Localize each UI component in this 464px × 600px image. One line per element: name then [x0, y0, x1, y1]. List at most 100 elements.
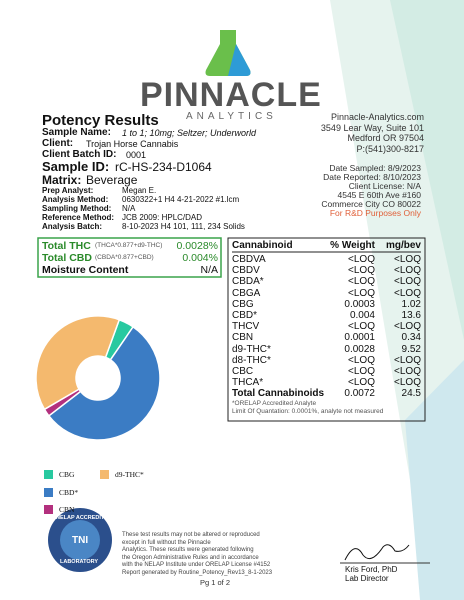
- legend-swatch: [44, 488, 53, 497]
- badge-text: NELAP ACCREDITED: [56, 515, 112, 521]
- disclaimer: with the NELAP Institute under ORELAP Li…: [122, 562, 271, 568]
- table-note: *ORELAP Accredited Analyte: [232, 400, 317, 408]
- total-label: Total THC: [42, 240, 91, 252]
- legend-swatch: [100, 470, 109, 479]
- pie-slice: [35, 315, 121, 411]
- total-value: N/A: [200, 264, 218, 276]
- bg-stripe: [390, 0, 464, 340]
- table-cell: <LOQ: [348, 287, 375, 299]
- pie-slice: [47, 325, 161, 441]
- label: Analysis Method:: [42, 195, 109, 204]
- signature: [344, 544, 410, 561]
- badge-text: LABORATORY: [60, 559, 99, 565]
- table-total: 24.5: [401, 388, 421, 400]
- table-header: Cannabinoid: [232, 240, 293, 251]
- address-line: Medford OR 97504: [347, 133, 424, 143]
- table-total: 0.0072: [344, 388, 375, 400]
- table-cell: 0.34: [401, 332, 421, 344]
- table-cell: 0.004: [349, 310, 375, 321]
- table-cell: <LOQ: [394, 254, 421, 265]
- table-cell: CBGA: [232, 287, 261, 299]
- total-formula: (THCA*0.877+d9-THC): [95, 242, 163, 249]
- bg-stripe: [405, 360, 464, 600]
- table-cell: <LOQ: [394, 366, 421, 377]
- table-cell: CBG: [232, 298, 254, 310]
- table-cell: 13.6: [401, 310, 421, 321]
- disclaimer: Analytics. These results were generated …: [122, 547, 254, 553]
- table-header: mg/bev: [385, 240, 421, 251]
- table-cell: <LOQ: [348, 377, 375, 389]
- label: Sampling Method:: [42, 204, 112, 213]
- value: 8-10-2023 H4 101, 111, 234 Solids: [122, 222, 245, 231]
- badge: [60, 520, 100, 560]
- table-cell: <LOQ: [394, 265, 421, 277]
- table-cell: <LOQ: [394, 287, 421, 299]
- label: Client Batch ID:: [42, 149, 117, 160]
- value: N/A: [122, 204, 136, 213]
- table-cell: 0.0001: [344, 332, 375, 344]
- date-line: Date Sampled: 8/9/2023: [329, 163, 421, 173]
- legend-label: d9-THC*: [115, 470, 144, 479]
- date-line: Date Reported: 8/10/2023: [323, 172, 421, 182]
- table-cell: <LOQ: [348, 321, 375, 333]
- value: rC-HS-234-D1064: [115, 160, 212, 174]
- label: Matrix:: [42, 173, 82, 187]
- total-formula: (CBDA*0.877+CBD): [95, 254, 154, 261]
- total-label: Total CBD: [42, 252, 92, 264]
- table-cell: <LOQ: [394, 377, 421, 389]
- label: Client:: [42, 138, 74, 149]
- value: 0001: [126, 150, 147, 160]
- table-cell: <LOQ: [348, 254, 375, 265]
- legend-label: CBN: [59, 505, 75, 514]
- totals-box: [37, 237, 222, 278]
- legend-label: CBG: [59, 470, 75, 479]
- value: Trojan Horse Cannabis: [86, 139, 179, 149]
- table-cell: <LOQ: [348, 265, 375, 277]
- table-cell: <LOQ: [348, 276, 375, 288]
- table-cell: CBDA*: [232, 276, 264, 288]
- rnd-note: For R&D Purposes Only: [329, 208, 421, 218]
- date-line: Commerce City CO 80022: [321, 199, 421, 209]
- badge-text: TNI: [72, 535, 89, 546]
- table-cell: 9.52: [401, 343, 421, 355]
- address-line: Pinnacle-Analytics.com: [330, 112, 424, 122]
- table-cell: 1.02: [401, 298, 421, 310]
- table-cell: THCA*: [232, 377, 264, 389]
- label: Analysis Batch:: [42, 222, 103, 231]
- page-number: Pg 1 of 2: [200, 578, 231, 587]
- value: Megan E.: [122, 186, 157, 195]
- table-cell: CBDVA: [232, 254, 266, 265]
- address-line: P:(541)300-8217: [356, 143, 424, 154]
- label: Reference Method:: [42, 213, 115, 222]
- value: JCB 2009: HPLC/DAD: [122, 213, 203, 222]
- total-value: 0.0028%: [176, 240, 218, 252]
- total-label: Moisture Content: [42, 264, 129, 276]
- logo-name: PINNACLE: [140, 76, 322, 114]
- table-cell: 0.0028: [344, 343, 375, 355]
- table-box: [227, 237, 426, 422]
- date-line: Client License: N/A: [348, 181, 421, 191]
- table-cell: <LOQ: [394, 321, 421, 333]
- disclaimer: except in full without the Pinnacle: [122, 539, 211, 546]
- logo-flask: [228, 44, 251, 76]
- value: 1 to 1; 10mg; Seltzer; Underworld: [122, 128, 257, 138]
- legend-swatch: [44, 470, 53, 479]
- label: Sample ID:: [42, 159, 110, 174]
- label: Prep Analyst:: [42, 186, 94, 195]
- table-cell: THCV: [232, 321, 260, 333]
- value: Beverage: [86, 173, 138, 187]
- table-cell: d8-THC*: [232, 354, 271, 366]
- legend-label: CBD*: [59, 488, 79, 497]
- legend-swatch: [44, 505, 53, 514]
- signer: Kris Ford, PhD: [345, 565, 398, 574]
- table-cell: CBC: [232, 366, 254, 377]
- total-value: 0.004%: [182, 252, 218, 264]
- signer-title: Lab Director: [345, 574, 389, 583]
- address-line: 3549 Lear Way, Suite 101: [320, 122, 424, 133]
- value: 0630322+1 H4 4-21-2022 #1.lcm: [122, 195, 240, 204]
- table-cell: <LOQ: [348, 354, 375, 366]
- disclaimer: These test results may not be altered or…: [122, 532, 260, 538]
